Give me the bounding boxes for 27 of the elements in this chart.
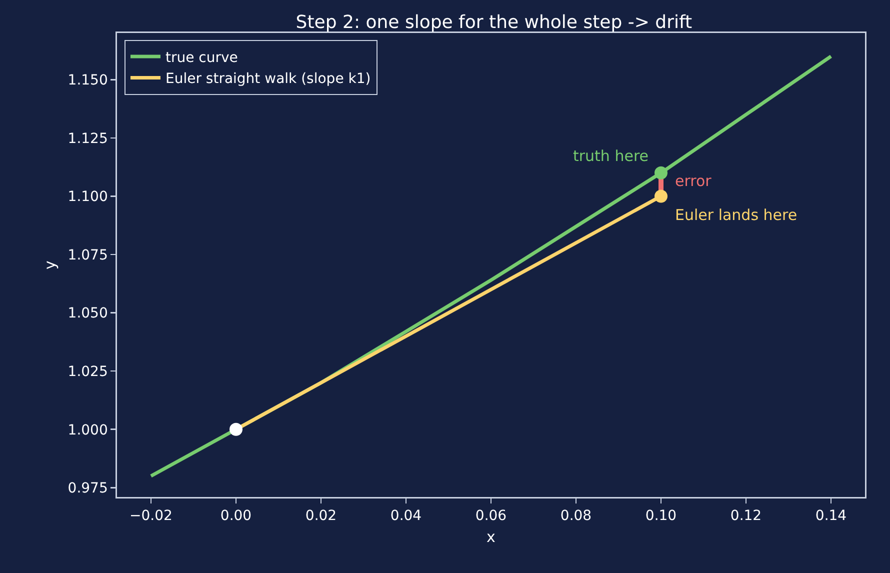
point: [230, 422, 242, 436]
legend-label: true curve: [165, 50, 238, 66]
y-tick-label: 1.125: [68, 130, 108, 147]
annotation: Euler lands here: [675, 206, 798, 224]
point: [654, 190, 668, 203]
x-axis-title: x: [486, 528, 496, 546]
y-tick-label: 1.000: [68, 422, 108, 438]
x-tick-label: 0.12: [730, 508, 762, 524]
y-tick-label: 0.975: [68, 480, 108, 497]
x-tick-label: 0.02: [305, 508, 337, 524]
x-tick-label: 0.10: [645, 508, 677, 524]
x-tick-label: 0.00: [220, 508, 252, 524]
y-tick-label: 1.100: [68, 189, 108, 206]
chart-title: Step 2: one slope for the whole step -> drift: [296, 12, 692, 34]
point: [654, 166, 668, 180]
y-tick-label: 1.075: [68, 247, 108, 264]
x-tick-label: 0.04: [390, 508, 422, 524]
annotation: error: [675, 172, 712, 190]
x-tick-label: 0.14: [815, 508, 847, 524]
y-axis-title: y: [41, 260, 60, 270]
y-tick-label: 1.050: [68, 306, 108, 322]
x-tick-label: 0.06: [475, 508, 507, 524]
legend-label: Euler straight walk (slope k1): [165, 71, 371, 88]
y-tick-label: 1.150: [68, 72, 108, 89]
x-tick-label: −0.02: [130, 508, 172, 524]
y-tick-label: 1.025: [68, 364, 108, 380]
x-tick-label: 0.08: [560, 508, 592, 524]
